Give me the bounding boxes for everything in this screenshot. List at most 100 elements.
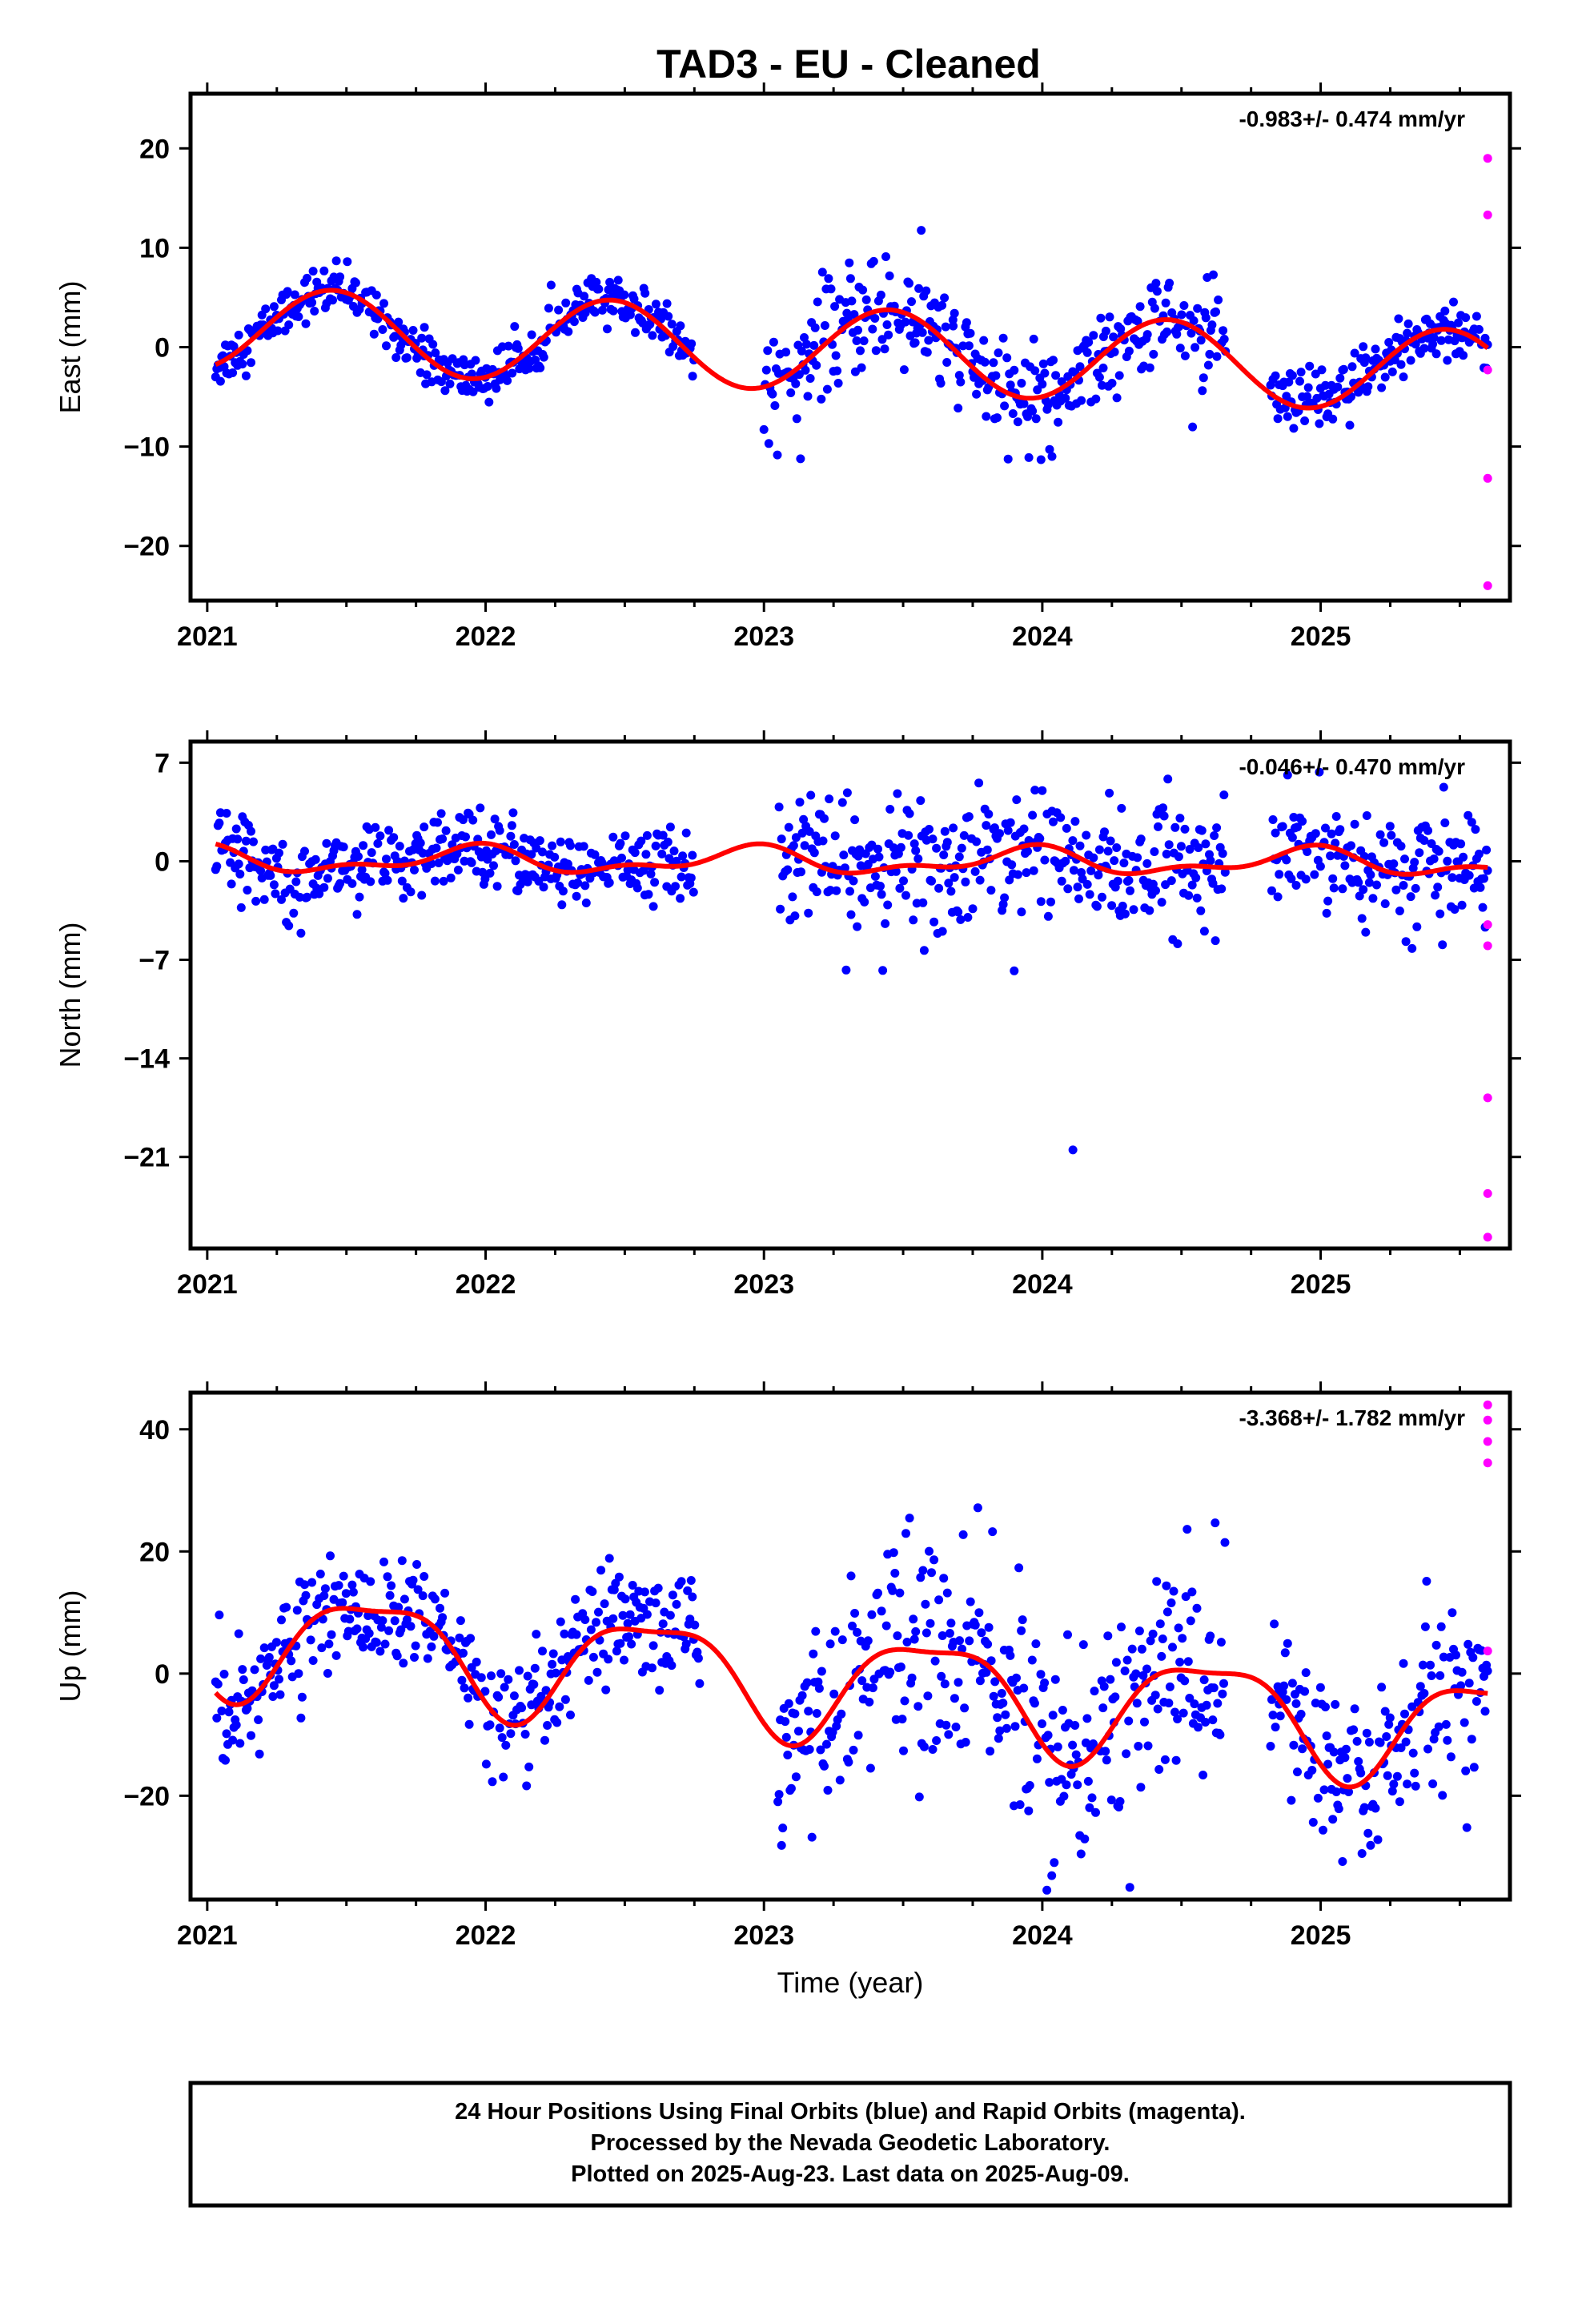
final-point [319, 266, 329, 275]
final-point [1313, 1793, 1323, 1803]
final-point [817, 267, 827, 277]
final-point [954, 371, 964, 380]
final-point [1000, 401, 1010, 411]
final-point [928, 834, 938, 844]
final-point [604, 1554, 614, 1563]
final-point [1174, 852, 1183, 862]
final-point [250, 1665, 259, 1675]
final-point [837, 1709, 846, 1719]
final-point [1217, 884, 1227, 894]
final-point [1364, 1737, 1374, 1747]
final-point [347, 1580, 357, 1590]
final-point [1427, 1671, 1436, 1680]
final-point [630, 848, 640, 858]
final-point [264, 1653, 274, 1662]
final-point [954, 1678, 963, 1687]
final-point [319, 1591, 329, 1600]
final-point [937, 1671, 946, 1681]
final-point [1396, 1743, 1406, 1752]
final-point [1283, 770, 1292, 780]
final-point [271, 1638, 281, 1647]
final-point [1435, 909, 1445, 919]
final-point [1191, 343, 1200, 352]
final-point [412, 1560, 422, 1569]
x-tick-label: 2024 [1012, 1269, 1073, 1300]
final-point [1117, 803, 1126, 813]
final-point [958, 1644, 967, 1654]
final-point [544, 304, 553, 313]
final-point [1457, 900, 1467, 910]
final-point [1082, 1714, 1092, 1723]
final-point [1162, 327, 1172, 336]
final-point [833, 379, 843, 388]
final-point [759, 424, 769, 434]
final-point [543, 1721, 552, 1730]
final-point [495, 1723, 504, 1733]
final-point [1017, 907, 1026, 917]
final-point [657, 849, 667, 858]
final-point [988, 1527, 998, 1537]
final-point [507, 821, 516, 830]
final-point [1308, 1818, 1318, 1827]
final-point [1206, 1631, 1215, 1641]
final-point [1310, 870, 1319, 879]
final-point [436, 809, 446, 818]
final-point [1115, 1797, 1125, 1806]
final-point [883, 900, 893, 910]
final-point [865, 1697, 874, 1707]
final-point [1423, 1744, 1432, 1754]
final-point [921, 1628, 931, 1638]
x-tick-label: 2023 [733, 1269, 794, 1300]
final-point [824, 274, 833, 283]
final-point [1440, 818, 1450, 827]
final-point [778, 1823, 788, 1833]
final-point [797, 346, 806, 356]
final-point [395, 842, 404, 851]
x-tick-label: 2021 [177, 621, 238, 652]
final-point [839, 850, 849, 860]
final-point [1025, 1781, 1034, 1790]
final-point [1178, 1708, 1188, 1718]
final-point [1371, 344, 1380, 354]
final-point [1160, 1755, 1170, 1764]
final-point [1431, 349, 1441, 359]
final-point [845, 274, 855, 283]
final-point [944, 1730, 954, 1739]
final-point [441, 826, 451, 835]
final-point [552, 1718, 562, 1727]
final-point [410, 865, 419, 875]
final-point [323, 874, 332, 883]
final-point [972, 837, 982, 846]
final-point [942, 1588, 952, 1598]
final-point [676, 321, 685, 331]
final-point [277, 895, 286, 904]
final-point [460, 1683, 469, 1693]
final-point [546, 280, 556, 290]
final-point [535, 836, 544, 846]
final-point [939, 850, 949, 859]
final-point [613, 275, 623, 285]
final-point [456, 1616, 465, 1626]
final-point [1027, 1655, 1037, 1665]
final-point [1158, 1634, 1167, 1643]
rate-annotation: -3.368+/- 1.782 mm/yr [1239, 1405, 1465, 1430]
rapid-point [1483, 1458, 1492, 1468]
x-tick-label: 2023 [733, 621, 794, 652]
final-point [301, 1590, 311, 1600]
final-point [238, 1665, 247, 1675]
final-point [347, 879, 357, 888]
x-tick-label: 2021 [177, 1269, 238, 1300]
final-point [841, 965, 851, 975]
final-point [950, 873, 959, 883]
final-point [881, 252, 890, 261]
final-point [949, 321, 958, 331]
final-point [485, 1720, 495, 1730]
final-point [573, 878, 583, 887]
final-point [688, 850, 697, 860]
final-point [688, 1592, 697, 1602]
final-point [1298, 1744, 1307, 1754]
final-point [1102, 1755, 1111, 1765]
final-point [1415, 1682, 1425, 1691]
final-point [1443, 856, 1452, 866]
final-point [1303, 847, 1312, 856]
